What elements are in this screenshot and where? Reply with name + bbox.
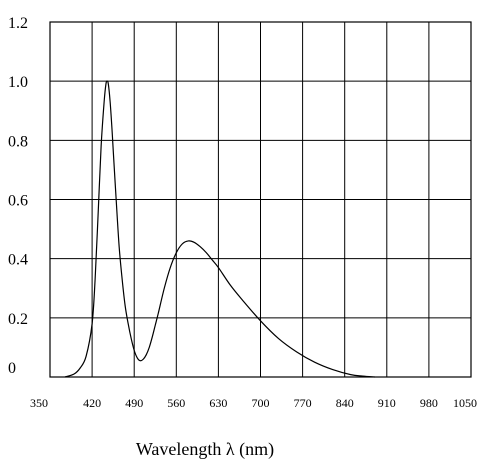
x-tick-label: 840 <box>336 396 354 410</box>
y-tick-label: 0.4 <box>8 252 28 269</box>
spectrum-series-line <box>64 80 375 378</box>
x-tick-label: 700 <box>252 396 270 410</box>
y-tick-label: 0 <box>8 360 16 377</box>
x-tick-label: 1050 <box>453 396 477 410</box>
y-tick-labels: 0 0.2 0.4 0.6 0.8 1.0 1.2 <box>8 15 28 377</box>
x-axis-label: Wavelength λ (nm) <box>136 439 274 460</box>
y-tick-label: 0.6 <box>8 193 28 210</box>
x-tick-label: 420 <box>83 396 101 410</box>
y-tick-label: 1.0 <box>8 74 28 91</box>
x-tick-label: 980 <box>420 396 438 410</box>
x-tick-label: 630 <box>209 396 227 410</box>
x-tick-label: 770 <box>294 396 312 410</box>
x-tick-label: 910 <box>378 396 396 410</box>
y-tick-label: 0.8 <box>8 133 28 150</box>
x-tick-labels: 350 420 490 560 630 700 770 840 910 980 1050 <box>30 396 477 410</box>
x-tick-label: 350 <box>30 396 48 410</box>
x-tick-label: 490 <box>125 396 143 410</box>
y-tick-label: 0.2 <box>8 311 28 328</box>
y-tick-label: 1.2 <box>8 15 28 32</box>
x-tick-label: 560 <box>167 396 185 410</box>
grid-lines <box>50 22 471 377</box>
